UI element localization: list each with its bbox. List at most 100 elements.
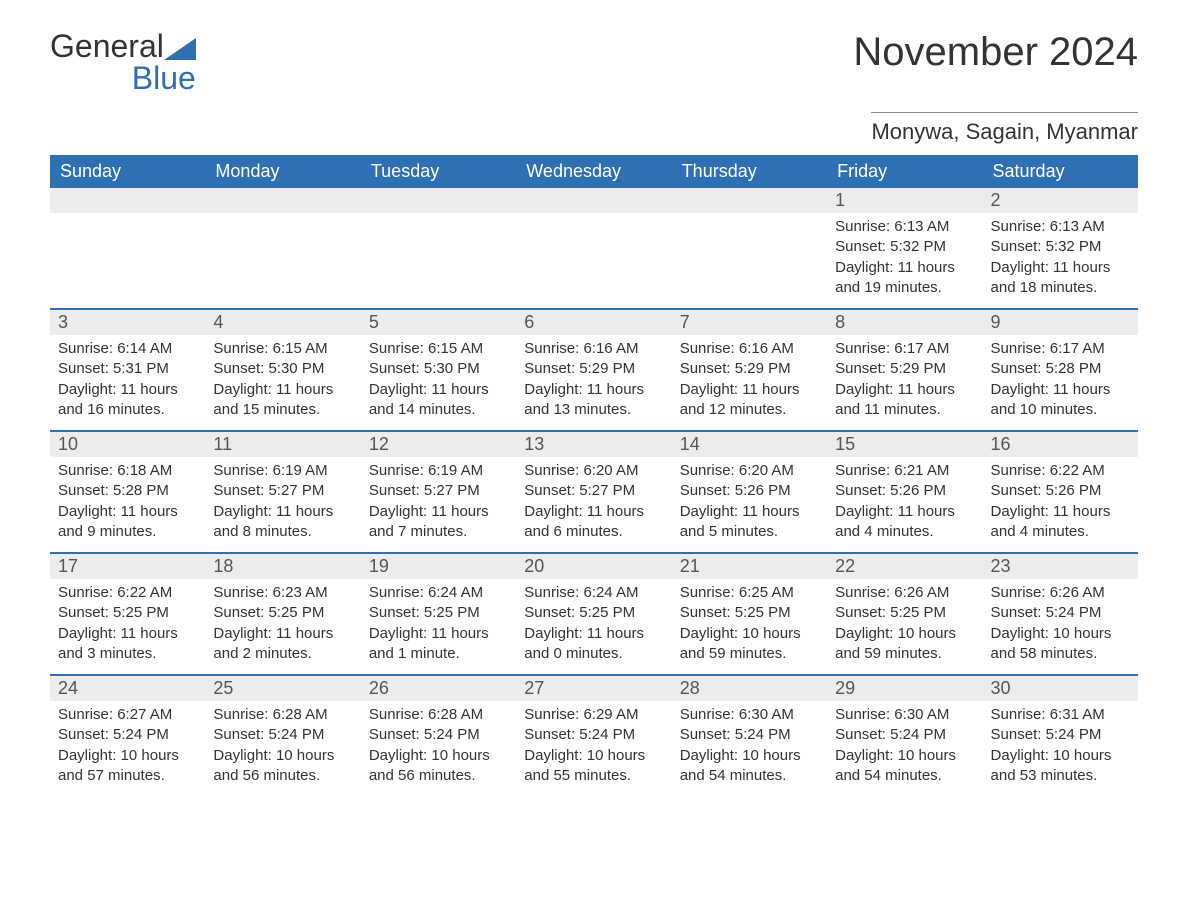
calendar-row: 10Sunrise: 6:18 AMSunset: 5:28 PMDayligh… [50,431,1138,553]
sunset-line: Sunset: 5:29 PM [680,359,819,379]
day-details: Sunrise: 6:13 AMSunset: 5:32 PMDaylight:… [827,213,982,308]
calendar-cell: 22Sunrise: 6:26 AMSunset: 5:25 PMDayligh… [827,553,982,675]
calendar-cell: 10Sunrise: 6:18 AMSunset: 5:28 PMDayligh… [50,431,205,553]
day-number: 11 [205,432,360,457]
day-number: 17 [50,554,205,579]
daylight-line: Daylight: 11 hours and 1 minute. [369,624,508,665]
day-details: Sunrise: 6:17 AMSunset: 5:29 PMDaylight:… [827,335,982,430]
sunrise-line: Sunrise: 6:24 AM [369,583,508,603]
day-details: Sunrise: 6:28 AMSunset: 5:24 PMDaylight:… [205,701,360,796]
day-number: 23 [983,554,1138,579]
sunset-line: Sunset: 5:30 PM [369,359,508,379]
sunset-line: Sunset: 5:24 PM [213,725,352,745]
day-number: 10 [50,432,205,457]
daylight-line: Daylight: 11 hours and 11 minutes. [835,380,974,421]
day-details: Sunrise: 6:24 AMSunset: 5:25 PMDaylight:… [361,579,516,674]
calendar-row: 17Sunrise: 6:22 AMSunset: 5:25 PMDayligh… [50,553,1138,675]
day-number-empty [50,188,205,213]
day-number-empty [361,188,516,213]
calendar-cell: 28Sunrise: 6:30 AMSunset: 5:24 PMDayligh… [672,675,827,796]
daylight-line: Daylight: 11 hours and 16 minutes. [58,380,197,421]
day-details: Sunrise: 6:26 AMSunset: 5:24 PMDaylight:… [983,579,1138,674]
daylight-line: Daylight: 10 hours and 59 minutes. [680,624,819,665]
daylight-line: Daylight: 10 hours and 56 minutes. [213,746,352,787]
month-title: November 2024 [853,30,1138,75]
calendar-table: SundayMondayTuesdayWednesdayThursdayFrid… [50,155,1138,796]
weekday-header: Tuesday [361,155,516,188]
calendar-cell: 7Sunrise: 6:16 AMSunset: 5:29 PMDaylight… [672,309,827,431]
calendar-cell: 17Sunrise: 6:22 AMSunset: 5:25 PMDayligh… [50,553,205,675]
day-number: 1 [827,188,982,213]
day-details: Sunrise: 6:26 AMSunset: 5:25 PMDaylight:… [827,579,982,674]
sunset-line: Sunset: 5:29 PM [524,359,663,379]
daylight-line: Daylight: 11 hours and 0 minutes. [524,624,663,665]
day-number: 14 [672,432,827,457]
day-details: Sunrise: 6:19 AMSunset: 5:27 PMDaylight:… [361,457,516,552]
sunset-line: Sunset: 5:28 PM [58,481,197,501]
day-number: 8 [827,310,982,335]
sunrise-line: Sunrise: 6:13 AM [991,217,1130,237]
day-details: Sunrise: 6:23 AMSunset: 5:25 PMDaylight:… [205,579,360,674]
sunrise-line: Sunrise: 6:16 AM [524,339,663,359]
day-details: Sunrise: 6:29 AMSunset: 5:24 PMDaylight:… [516,701,671,796]
sunrise-line: Sunrise: 6:29 AM [524,705,663,725]
day-number: 22 [827,554,982,579]
sunrise-line: Sunrise: 6:20 AM [524,461,663,481]
calendar-cell: 27Sunrise: 6:29 AMSunset: 5:24 PMDayligh… [516,675,671,796]
calendar-cell: 9Sunrise: 6:17 AMSunset: 5:28 PMDaylight… [983,309,1138,431]
day-number-empty [205,188,360,213]
sunset-line: Sunset: 5:27 PM [369,481,508,501]
day-number: 21 [672,554,827,579]
sunset-line: Sunset: 5:30 PM [213,359,352,379]
sunrise-line: Sunrise: 6:20 AM [680,461,819,481]
sunset-line: Sunset: 5:25 PM [213,603,352,623]
day-details: Sunrise: 6:18 AMSunset: 5:28 PMDaylight:… [50,457,205,552]
day-number: 2 [983,188,1138,213]
daylight-line: Daylight: 10 hours and 58 minutes. [991,624,1130,665]
day-details: Sunrise: 6:27 AMSunset: 5:24 PMDaylight:… [50,701,205,796]
sunrise-line: Sunrise: 6:15 AM [369,339,508,359]
calendar-cell-empty [361,188,516,309]
daylight-line: Daylight: 11 hours and 19 minutes. [835,258,974,299]
sunrise-line: Sunrise: 6:17 AM [991,339,1130,359]
sunrise-line: Sunrise: 6:30 AM [680,705,819,725]
calendar-cell-empty [672,188,827,309]
calendar-row: 1Sunrise: 6:13 AMSunset: 5:32 PMDaylight… [50,188,1138,309]
sunrise-line: Sunrise: 6:22 AM [991,461,1130,481]
day-details: Sunrise: 6:20 AMSunset: 5:27 PMDaylight:… [516,457,671,552]
day-number-empty [672,188,827,213]
logo: General Blue [50,30,196,94]
day-number: 6 [516,310,671,335]
day-number: 26 [361,676,516,701]
day-number: 29 [827,676,982,701]
sunset-line: Sunset: 5:26 PM [680,481,819,501]
day-details: Sunrise: 6:16 AMSunset: 5:29 PMDaylight:… [672,335,827,430]
day-details: Sunrise: 6:28 AMSunset: 5:24 PMDaylight:… [361,701,516,796]
day-number: 5 [361,310,516,335]
sunset-line: Sunset: 5:24 PM [680,725,819,745]
day-number: 12 [361,432,516,457]
calendar-cell: 30Sunrise: 6:31 AMSunset: 5:24 PMDayligh… [983,675,1138,796]
flag-icon [164,38,196,60]
sunset-line: Sunset: 5:24 PM [991,725,1130,745]
daylight-line: Daylight: 10 hours and 57 minutes. [58,746,197,787]
sunrise-line: Sunrise: 6:16 AM [680,339,819,359]
sunset-line: Sunset: 5:32 PM [991,237,1130,257]
calendar-row: 24Sunrise: 6:27 AMSunset: 5:24 PMDayligh… [50,675,1138,796]
sunrise-line: Sunrise: 6:26 AM [835,583,974,603]
sunrise-line: Sunrise: 6:31 AM [991,705,1130,725]
logo-text: General Blue [50,30,196,94]
daylight-line: Daylight: 11 hours and 8 minutes. [213,502,352,543]
daylight-line: Daylight: 11 hours and 13 minutes. [524,380,663,421]
sunset-line: Sunset: 5:32 PM [835,237,974,257]
day-number: 9 [983,310,1138,335]
sunrise-line: Sunrise: 6:25 AM [680,583,819,603]
sunset-line: Sunset: 5:25 PM [680,603,819,623]
sunset-line: Sunset: 5:27 PM [213,481,352,501]
sunset-line: Sunset: 5:25 PM [524,603,663,623]
sunrise-line: Sunrise: 6:17 AM [835,339,974,359]
calendar-cell: 25Sunrise: 6:28 AMSunset: 5:24 PMDayligh… [205,675,360,796]
sunset-line: Sunset: 5:26 PM [991,481,1130,501]
sunset-line: Sunset: 5:27 PM [524,481,663,501]
day-number: 13 [516,432,671,457]
